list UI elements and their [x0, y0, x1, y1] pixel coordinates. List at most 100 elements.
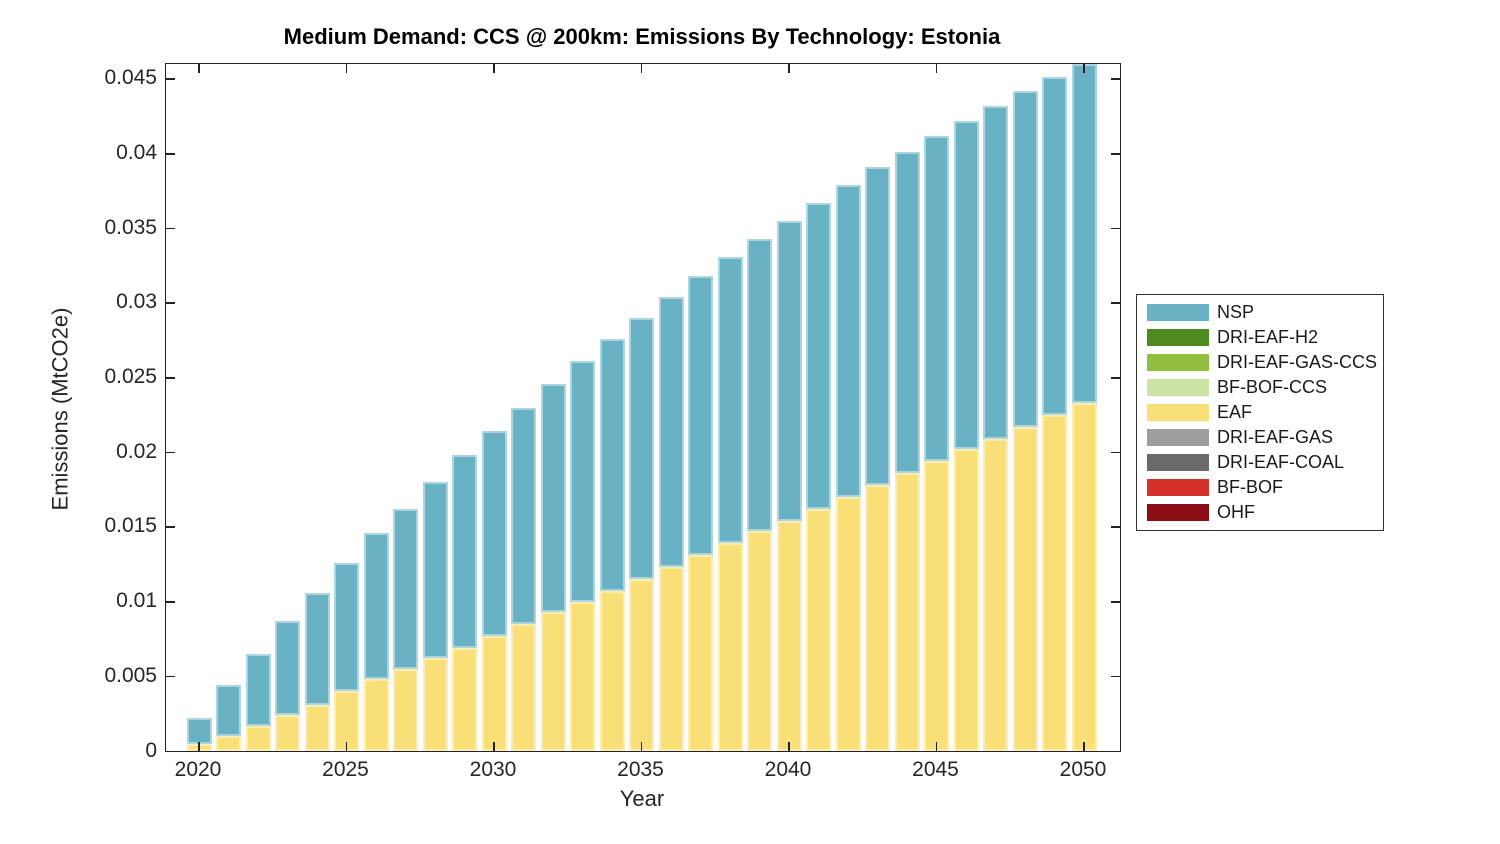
bar-segment-eaf-2049	[1042, 414, 1067, 751]
legend-row-eaf: EAF	[1147, 400, 1377, 425]
bar-segment-eaf-2025	[334, 691, 359, 751]
legend-swatch-dri-eaf-coal	[1147, 454, 1209, 471]
y-tick-mark	[1111, 451, 1120, 454]
x-tick-mark	[493, 742, 495, 751]
y-tick-mark	[1111, 302, 1120, 304]
y-tick-mark	[1111, 153, 1120, 155]
bar-segment-nsp-2044	[894, 152, 920, 474]
bar-segment-nsp-2045	[924, 135, 949, 462]
x-tick-label: 2020	[174, 758, 222, 781]
bar-segment-nsp-2043	[865, 167, 890, 486]
bar-segment-nsp-2022	[245, 653, 271, 726]
bar-segment-nsp-2034	[599, 338, 625, 592]
y-tick-mark	[1111, 377, 1120, 379]
bar-segment-nsp-2048	[1012, 90, 1038, 427]
bar-segment-eaf-2021	[216, 736, 241, 751]
bar-segment-eaf-2045	[924, 461, 949, 751]
y-tick-label: 0.015	[104, 514, 157, 538]
bar-segment-eaf-2024	[304, 704, 330, 751]
legend-swatch-eaf	[1147, 404, 1209, 421]
bar-segment-eaf-2044	[894, 473, 920, 751]
bar-segment-nsp-2038	[717, 256, 743, 544]
bar-segment-eaf-2030	[481, 636, 507, 751]
bar-segment-eaf-2037	[688, 555, 713, 751]
x-tick-label: 2030	[469, 758, 517, 781]
y-tick-label: 0.005	[104, 663, 157, 687]
y-tick-label: 0.02	[116, 439, 157, 463]
bar-segment-nsp-2035	[629, 317, 654, 580]
bar-segment-nsp-2030	[481, 431, 507, 636]
legend-row-bf-bof: BF-BOF	[1147, 475, 1377, 500]
legend-label: BF-BOF-CCS	[1217, 377, 1327, 397]
x-tick-mark	[1083, 64, 1085, 73]
legend-label: OHF	[1217, 502, 1255, 522]
x-tick-mark	[935, 742, 938, 751]
x-tick-mark	[198, 742, 200, 751]
legend-swatch-ohf	[1147, 504, 1209, 521]
legend-row-dri-eaf-coal: DRI-EAF-COAL	[1147, 450, 1377, 475]
bar-segment-eaf-2042	[835, 497, 861, 751]
legend-label: DRI-EAF-H2	[1217, 327, 1319, 347]
y-tick-mark	[166, 227, 175, 230]
legend-swatch-bf-bof	[1147, 479, 1209, 496]
bar-segment-eaf-2035	[629, 579, 654, 751]
bar-segment-nsp-2050	[1071, 64, 1097, 404]
bar-segment-eaf-2050	[1071, 403, 1097, 751]
x-tick-mark	[640, 742, 643, 751]
bar-segment-nsp-2032	[540, 383, 566, 613]
x-tick-label: 2045	[912, 758, 959, 781]
legend-swatch-dri-eaf-gas	[1147, 429, 1209, 446]
legend-label: NSP	[1217, 302, 1255, 322]
y-tick-mark	[1111, 78, 1120, 80]
bar-segment-nsp-2041	[806, 202, 831, 510]
legend-label: EAF	[1217, 402, 1253, 422]
bar-segment-nsp-2021	[216, 685, 241, 737]
bar-segment-eaf-2047	[983, 438, 1008, 751]
bar-segment-eaf-2029	[452, 647, 477, 751]
bar-segment-nsp-2028	[422, 482, 448, 659]
bar-segment-nsp-2026	[363, 532, 389, 680]
legend-label: DRI-EAF-GAS-CCS	[1217, 352, 1378, 372]
bar-segment-eaf-2046	[953, 449, 979, 751]
legend-swatch-dri-eaf-h2	[1147, 329, 1209, 346]
bar-segment-eaf-2028	[422, 658, 448, 751]
bar-segment-nsp-2031	[511, 407, 536, 625]
bar-segment-eaf-2041	[806, 509, 831, 751]
bar-segment-nsp-2036	[658, 296, 684, 568]
legend-row-ohf: OHF	[1147, 500, 1377, 525]
y-tick-mark	[166, 377, 175, 379]
y-tick-label: 0.03	[116, 290, 157, 314]
bar-segment-nsp-2025	[334, 562, 359, 692]
x-tick-label: 2050	[1059, 758, 1107, 781]
legend-swatch-nsp	[1147, 304, 1209, 321]
legend-label: DRI-EAF-GAS	[1217, 427, 1334, 447]
y-tick-label: 0.025	[104, 365, 157, 389]
bar-segment-eaf-2022	[245, 725, 271, 751]
legend-row-nsp: NSP	[1147, 300, 1377, 325]
chart-legend: NSP DRI-EAF-H2 DRI-EAF-GAS-CCS BF-BOF-CCS EA…	[1136, 294, 1384, 531]
bar-segment-eaf-2034	[599, 591, 625, 751]
bar-segment-nsp-2029	[452, 455, 477, 648]
y-tick-label: 0.035	[104, 215, 157, 239]
y-axis-label: Emissions (MtCO2e)	[47, 307, 73, 511]
y-tick-mark	[166, 153, 175, 155]
bar-segment-nsp-2024	[304, 592, 330, 705]
plot-area	[165, 63, 1121, 752]
y-tick-label: 0.04	[116, 141, 157, 165]
bar-segment-nsp-2047	[983, 105, 1008, 439]
y-tick-mark	[166, 451, 175, 454]
y-tick-label: 0.045	[104, 66, 157, 90]
bar-segment-eaf-2026	[363, 679, 389, 751]
bar-segment-nsp-2037	[688, 276, 713, 556]
bar-segment-nsp-2049	[1042, 77, 1067, 415]
y-tick-mark	[166, 675, 175, 678]
bar-segment-nsp-2033	[570, 361, 595, 602]
x-tick-label: 2025	[322, 758, 369, 781]
x-tick-mark	[345, 742, 348, 751]
x-tick-mark	[788, 742, 790, 751]
legend-label: BF-BOF	[1217, 477, 1283, 497]
bar-segment-eaf-2023	[275, 715, 300, 751]
legend-row-dri-eaf-gas-ccs: DRI-EAF-GAS-CCS	[1147, 350, 1377, 375]
x-tick-mark	[198, 64, 200, 73]
